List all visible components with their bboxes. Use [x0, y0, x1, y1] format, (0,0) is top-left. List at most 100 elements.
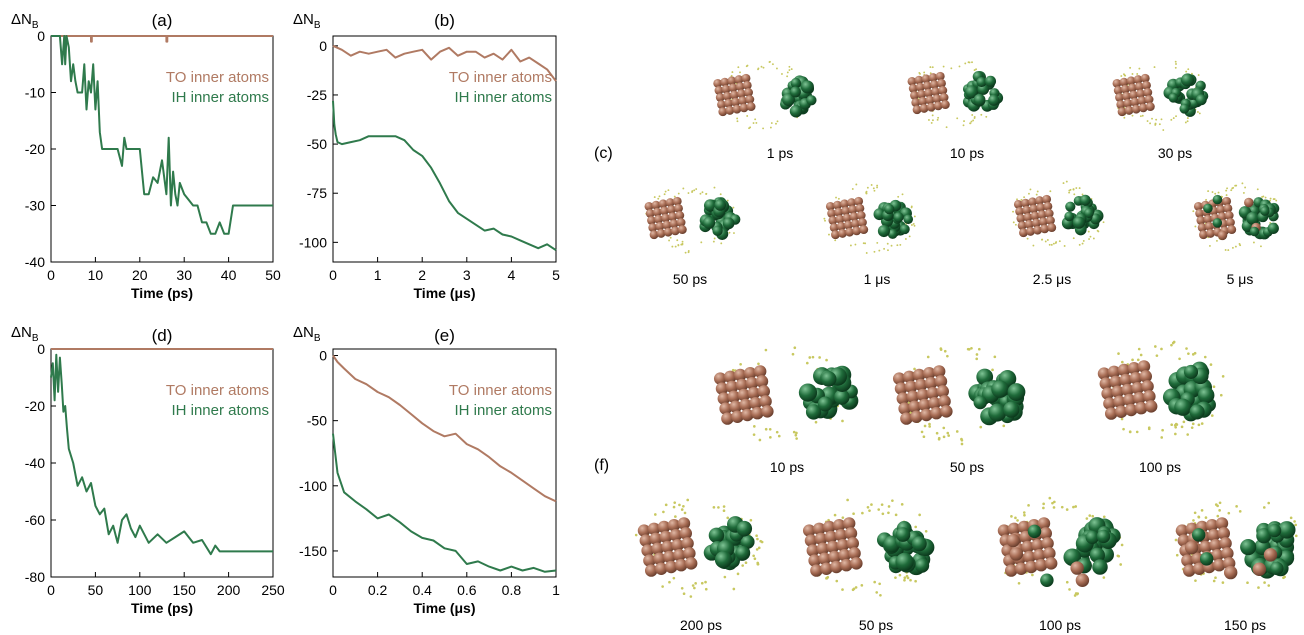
- surface-dot: [1244, 186, 1247, 189]
- to-atom: [662, 220, 672, 230]
- ih-atom: [914, 558, 930, 573]
- surface-dot: [985, 115, 988, 118]
- to-atom: [838, 228, 847, 238]
- to-atom: [1227, 225, 1237, 235]
- to-atom: [938, 395, 951, 408]
- to-atom: [930, 80, 939, 90]
- surface-dot: [677, 244, 680, 247]
- y-axis-label-subscript: B: [314, 20, 321, 31]
- surface-dot: [1073, 193, 1076, 196]
- surface-dot: [704, 587, 708, 591]
- to-atom: [1199, 230, 1208, 240]
- surface-dot: [1198, 112, 1201, 115]
- to-atom: [715, 93, 725, 102]
- surface-dot: [681, 240, 684, 243]
- surface-dot: [966, 347, 970, 351]
- surface-dot: [669, 236, 672, 239]
- surface-dot: [1044, 240, 1047, 243]
- to-atom: [921, 74, 931, 84]
- surface-dot: [971, 61, 973, 64]
- surface-dot: [726, 199, 729, 202]
- surface-dot: [700, 581, 704, 585]
- to-atom: [669, 219, 679, 229]
- ih-atom: [1092, 559, 1108, 575]
- snapshot-f-7: [1174, 501, 1298, 589]
- to-atom: [761, 405, 774, 418]
- to-atom: [1097, 367, 1111, 380]
- x-tick-label: 0.2: [368, 582, 388, 598]
- to-atom: [926, 102, 936, 112]
- to-atom: [908, 84, 918, 93]
- to-atom: [1019, 228, 1028, 238]
- to-atom: [1030, 211, 1040, 221]
- to-atom: [676, 218, 686, 227]
- surface-dot: [667, 189, 670, 192]
- surface-dot: [1078, 187, 1081, 190]
- surface-dot: [749, 518, 753, 522]
- surface-dot: [1136, 358, 1140, 362]
- surface-dot: [1075, 592, 1079, 596]
- surface-dot: [942, 65, 945, 68]
- to-atom: [1046, 216, 1055, 225]
- to-atom: [814, 532, 828, 546]
- y-tick-label: -10: [25, 85, 45, 101]
- to-atom: [1028, 197, 1037, 207]
- surface-dot: [851, 588, 855, 592]
- to-atom: [848, 547, 861, 560]
- surface-dot: [904, 238, 907, 240]
- y-axis-label-subscript: B: [314, 333, 321, 344]
- to-atom: [649, 230, 659, 240]
- to-atom: [1219, 537, 1232, 550]
- y-tick-label: -75: [307, 185, 327, 201]
- surface-dot: [663, 193, 666, 196]
- to-atom: [1017, 221, 1027, 231]
- legend-entry: IH inner atoms: [454, 89, 552, 106]
- surface-dot: [1260, 245, 1262, 248]
- to-atom: [834, 207, 844, 217]
- to-atom: [657, 520, 671, 534]
- to-atom: [840, 199, 849, 209]
- to-atom: [1013, 199, 1023, 209]
- ih-atom: [911, 536, 927, 552]
- surface-dot: [728, 231, 731, 234]
- surface-dot: [926, 355, 930, 359]
- y-tick-label: -40: [25, 455, 45, 471]
- ih-atom: [1065, 201, 1076, 212]
- ih-atom: [988, 94, 1000, 106]
- to-atom: [1226, 218, 1235, 227]
- surface-dot: [664, 190, 667, 193]
- to-atom: [723, 370, 737, 384]
- to-atom: [1142, 80, 1151, 90]
- to-atom: [717, 100, 726, 110]
- to-atom: [1038, 217, 1048, 227]
- surface-dot: [1211, 191, 1214, 193]
- to-atom: [1175, 524, 1189, 537]
- scattered-atom: [1249, 226, 1260, 237]
- surface-dot: [756, 537, 759, 541]
- to-atom: [725, 380, 739, 394]
- surface-dot: [1102, 221, 1105, 224]
- surface-dot: [754, 118, 757, 121]
- to-atom: [1007, 522, 1021, 536]
- to-atom: [741, 73, 751, 83]
- surface-dot: [1283, 575, 1286, 579]
- surface-dot: [671, 245, 674, 248]
- y-tick-label: -80: [25, 569, 45, 585]
- ih-atom: [1183, 364, 1199, 379]
- surface-dot: [720, 242, 723, 245]
- surface-dot: [903, 576, 907, 580]
- surface-dot: [935, 431, 939, 435]
- surface-dot: [964, 62, 967, 65]
- surface-dot: [1197, 423, 1201, 427]
- surface-dot: [781, 73, 783, 75]
- surface-dot: [1175, 553, 1179, 557]
- surface-dot: [691, 584, 695, 587]
- to-atom: [654, 562, 668, 576]
- to-atom: [713, 372, 727, 385]
- surface-dot: [1218, 501, 1222, 505]
- ih-atom: [708, 527, 725, 544]
- to-atom: [715, 382, 729, 395]
- to-atom: [834, 528, 848, 542]
- surface-dot: [1186, 120, 1189, 123]
- scattered-atom: [1223, 565, 1238, 580]
